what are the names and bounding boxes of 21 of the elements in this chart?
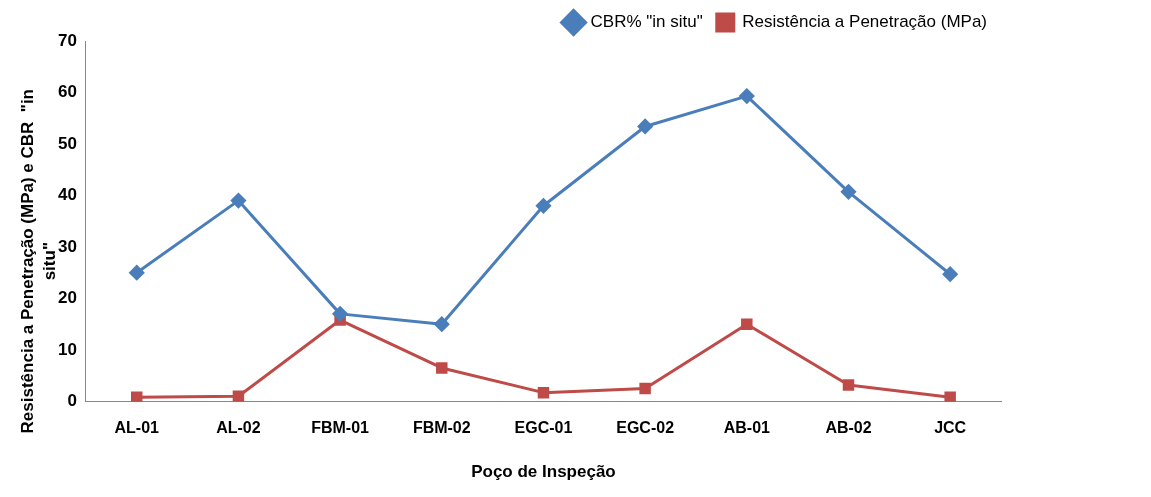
x-tick-label: EGC-01	[514, 419, 573, 437]
y-tick-label: 30	[57, 236, 77, 256]
legend-label: CBR% "in situ"	[590, 12, 703, 32]
x-tick-label: FBM-02	[412, 419, 471, 437]
legend-label: Resistência a Penetração (MPa)	[742, 12, 988, 32]
y-tick-label: 10	[57, 339, 77, 359]
x-axis-title: Poço de Inspeção	[471, 462, 616, 482]
x-tick-label: AL-02	[216, 419, 261, 437]
y-axis-title: Resistência a Penetração (MPa) e CBR "in situ"	[17, 89, 59, 434]
y-tick-label: 60	[57, 82, 77, 102]
x-tick-label: AB-02	[825, 419, 872, 437]
x-tick-label: EGC-02	[616, 419, 675, 437]
y-tick-label: 70	[57, 30, 77, 50]
y-tick-label: 50	[57, 133, 77, 153]
y-tick-label: 40	[57, 185, 77, 205]
y-tick-label: 0	[67, 391, 77, 411]
x-tick-label: AL-01	[114, 419, 160, 437]
x-tick-label: JCC	[934, 419, 967, 437]
x-tick-label: FBM-01	[311, 419, 370, 437]
y-tick-label: 20	[57, 288, 77, 308]
x-tick-label: AB-01	[723, 419, 771, 437]
